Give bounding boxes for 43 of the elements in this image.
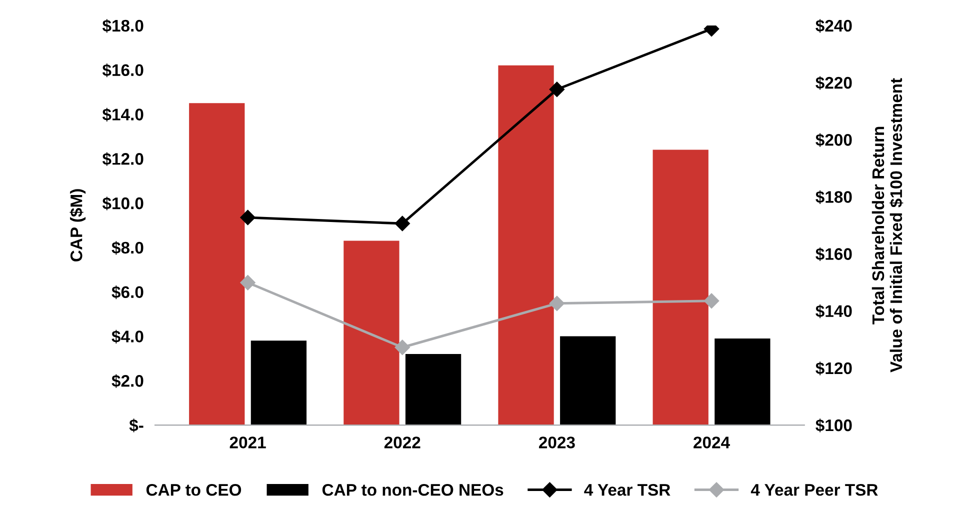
y2-tick-label: $200 <box>816 133 852 147</box>
bar <box>250 340 307 426</box>
x-tick-label: 2023 <box>538 436 575 448</box>
point <box>394 340 410 355</box>
y-tick-label: $- <box>129 418 144 432</box>
bar <box>652 150 708 426</box>
y2-tick-label: $220 <box>816 76 852 90</box>
point <box>704 293 720 308</box>
y-tick-label: $6.0 <box>112 285 144 300</box>
legend-label: CAP to non-CEO NEOs <box>322 484 504 496</box>
point <box>394 216 410 232</box>
legend-label: CAP to CEO <box>146 484 242 496</box>
x-tick-label: 2024 <box>694 436 730 448</box>
y-tick-label: $2.0 <box>112 374 144 388</box>
bar <box>189 103 245 426</box>
y-tick-label: $10.0 <box>102 196 144 210</box>
y2-axis-title: Total Shareholder Return Value of Initial Fixed $100 Investment <box>872 78 904 372</box>
y-tick-label: $16.0 <box>102 64 144 78</box>
point <box>549 296 565 312</box>
y2-tick-label: $160 <box>816 247 852 262</box>
bar <box>498 65 554 426</box>
y2-tick-label: $240 <box>816 19 852 33</box>
y-tick-label: $14.0 <box>102 108 144 122</box>
x-tick-label: 2022 <box>384 436 420 448</box>
y2-tick-label: $100 <box>816 418 852 432</box>
y-tick-label: $18.0 <box>102 19 144 33</box>
y-tick-label: $8.0 <box>112 241 144 255</box>
bar <box>344 240 400 426</box>
legend-label: 4 Year TSR <box>584 484 670 496</box>
y2-tick-label: $180 <box>816 190 852 204</box>
point <box>240 210 256 226</box>
y-axis-title: CAP ($M) <box>70 189 86 262</box>
point <box>549 82 565 97</box>
bar <box>714 338 770 426</box>
y2-tick-label: $140 <box>816 304 852 318</box>
bar <box>560 336 616 426</box>
point <box>240 275 256 290</box>
legend-label: 4 Year Peer TSR <box>750 484 878 496</box>
x-tick-label: 2021 <box>230 436 266 448</box>
bar <box>405 354 462 426</box>
y-tick-label: $4.0 <box>112 330 144 344</box>
y2-tick-label: $120 <box>816 362 852 376</box>
y-tick-label: $12.0 <box>102 152 144 166</box>
